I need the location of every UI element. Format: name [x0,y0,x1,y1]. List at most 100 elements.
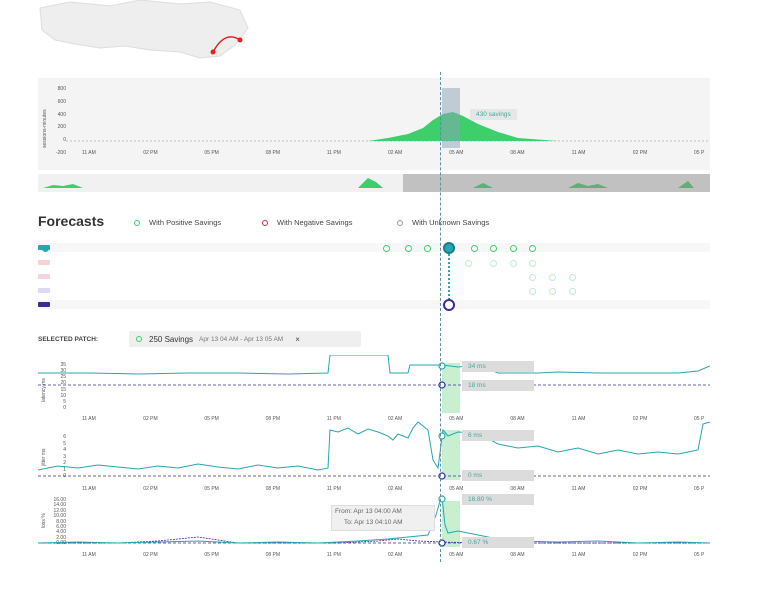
forecast-connector [448,254,450,300]
latency-plot [38,355,710,413]
x-tick: 11 AM [571,486,586,492]
forecast-dot[interactable] [465,260,472,267]
y-tick: 14.00 [53,502,66,509]
y-tick: 15 [60,386,66,393]
forecast-dot[interactable] [490,245,497,252]
forecast-dot[interactable] [490,260,497,267]
jitter-callout-top: 6 ms [462,430,534,441]
x-tick: 11 PM [326,552,341,558]
y-tick: 10.00 [53,513,66,520]
savings-chart [38,78,710,170]
forecast-dot[interactable] [42,245,49,252]
patch-close-button[interactable]: × [295,334,300,344]
y-tick: 0 [63,137,66,144]
legend-negative[interactable]: With Negative Savings [262,218,352,227]
forecast-dot[interactable] [471,245,478,252]
forecast-dot[interactable] [549,274,556,281]
y-tick: 2 [63,460,66,466]
y-tick: 800 [57,86,66,92]
selected-patch-label: SELECTED PATCH: [38,336,99,343]
forecast-dot[interactable] [510,260,517,267]
forecast-row-4-bar[interactable] [38,288,50,293]
jitter-callout-bottom: 0 ms [462,470,534,481]
savings-highlight [442,88,460,148]
x-tick: 05 AM [449,150,464,156]
y-tick: 8.00 [56,518,66,525]
x-tick: 05 PM [204,150,219,156]
loss-tooltip-to: To: Apr 13 04:10 AM [344,519,403,526]
forecast-row-5-bar[interactable] [38,302,50,307]
route-line [212,36,241,53]
patch-savings: 250 Savings [149,334,194,344]
x-tick: 02 PM [632,416,648,422]
forecast-dot[interactable] [529,260,536,267]
x-tick: 05 PM [204,552,219,558]
y-tick: 1 [63,466,66,473]
x-tick: 08 AM [510,486,525,492]
forecast-dot[interactable] [529,288,536,295]
forecast-selected-dot[interactable] [443,242,455,254]
y-tick: 2.00 [56,534,66,541]
x-tick: 08 PM [265,486,281,492]
map-thumbnail [39,0,249,59]
x-tick: 02 PM [143,150,158,156]
time-cursor-line [440,72,441,562]
x-tick: 11 AM [82,486,96,492]
latency-callout-bottom: 18 ms [462,380,534,391]
x-tick: 08 PM [265,150,281,156]
loss-callout-bottom: 0.67 % [462,537,534,548]
y-tick: 3 [63,453,66,460]
forecast-dot[interactable] [569,274,576,281]
x-tick: 05 AM [449,416,464,422]
x-tick: 08 AM [510,416,525,422]
x-tick: 05 PM [204,416,219,422]
forecast-dot[interactable] [549,288,556,295]
forecast-dot[interactable] [569,288,576,295]
x-tick: 08 AM [510,150,525,156]
selected-patch-chip[interactable]: 250 Savings Apr 13 04 AM - Apr 13 05 AM … [129,331,361,347]
forecast-end-dot[interactable] [443,299,455,311]
forecast-row-2-bar[interactable] [38,260,50,265]
y-tick: 400 [57,111,66,118]
negative-ring-icon [262,219,268,226]
forecast-row-3-bar[interactable] [38,274,50,279]
x-tick: 02 AM [388,150,403,156]
forecasts-title: Forecasts [38,213,105,229]
x-tick: 05 P [694,486,705,492]
positive-ring-icon [134,219,140,226]
forecast-dot[interactable] [510,245,517,252]
forecast-dot[interactable] [424,245,431,252]
x-tick: 05 P [694,416,705,422]
x-tick: 11 PM [326,486,341,492]
patch-ring-icon [136,336,142,342]
x-tick: 02 PM [143,486,158,492]
overview-brush[interactable] [403,174,710,192]
x-tick: 02 AM [388,486,403,492]
legend-unknown[interactable]: With Unknown Savings [397,218,489,227]
loss-tooltip: From: Apr 13 04:00 AM To: Apr 13 04:10 A… [331,505,435,531]
y-tick: 20 [60,380,66,387]
forecast-row-5-bg [38,300,710,309]
y-tick: 6.00 [56,523,66,530]
x-tick: 08 PM [265,416,281,422]
y-tick: 600 [57,98,66,105]
x-tick: 11 AM [571,552,586,558]
forecast-dot[interactable] [405,245,412,252]
x-tick: 08 PM [265,552,281,558]
y-tick: 5 [63,440,66,447]
forecast-dot[interactable] [529,245,536,252]
unknown-ring-icon [397,219,403,226]
x-tick: 08 AM [510,552,525,558]
latency-callout-top: 34 ms [462,361,534,372]
x-tick: 02 PM [632,486,648,492]
x-tick: 05 AM [449,552,464,558]
forecast-dot[interactable] [529,274,536,281]
loss-callout-top: 16.80 % [462,494,534,505]
x-tick: 02 AM [388,552,403,558]
y-tick: -200 [55,150,66,156]
x-tick: 02 AM [388,416,403,422]
y-tick: 30 [60,368,66,375]
y-tick: 4 [63,447,66,453]
forecast-dot[interactable] [383,245,390,252]
legend-positive[interactable]: With Positive Savings [134,218,221,227]
